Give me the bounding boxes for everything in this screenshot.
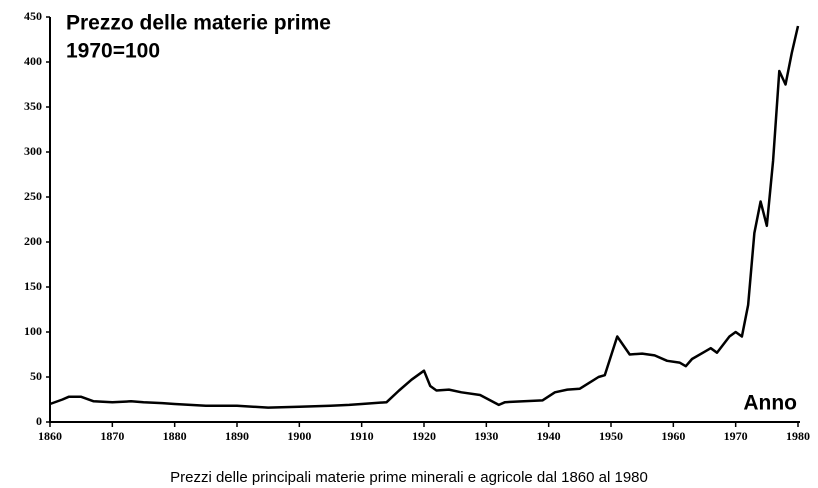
y-tick-label: 400 [24,54,42,68]
caption: Prezzi delle principali materie prime mi… [170,469,648,486]
x-tick-label: 1980 [786,429,810,443]
x-tick-label: 1910 [350,429,374,443]
chart-subtitle: 1970=100 [66,40,160,63]
y-tick-label: 450 [24,9,42,23]
x-tick-label: 1920 [412,429,436,443]
x-tick-label: 1960 [661,429,685,443]
y-tick-label: 200 [24,234,42,248]
x-tick-label: 1940 [537,429,561,443]
x-tick-label: 1890 [225,429,249,443]
y-tick-label: 0 [36,414,42,428]
y-tick-label: 150 [24,279,42,293]
x-tick-label: 1950 [599,429,623,443]
y-tick-label: 300 [24,144,42,158]
x-tick-label: 1860 [38,429,62,443]
x-tick-label: 1970 [724,429,748,443]
y-tick-label: 100 [24,324,42,338]
y-tick-label: 250 [24,189,42,203]
x-tick-label: 1900 [287,429,311,443]
y-tick-label: 50 [30,369,42,383]
x-tick-label: 1870 [100,429,124,443]
x-axis-label: Anno [743,392,797,415]
x-tick-label: 1930 [474,429,498,443]
x-tick-label: 1880 [163,429,187,443]
chart-title: Prezzo delle materie prime [66,12,331,35]
y-tick-label: 350 [24,99,42,113]
line [49,25,800,409]
